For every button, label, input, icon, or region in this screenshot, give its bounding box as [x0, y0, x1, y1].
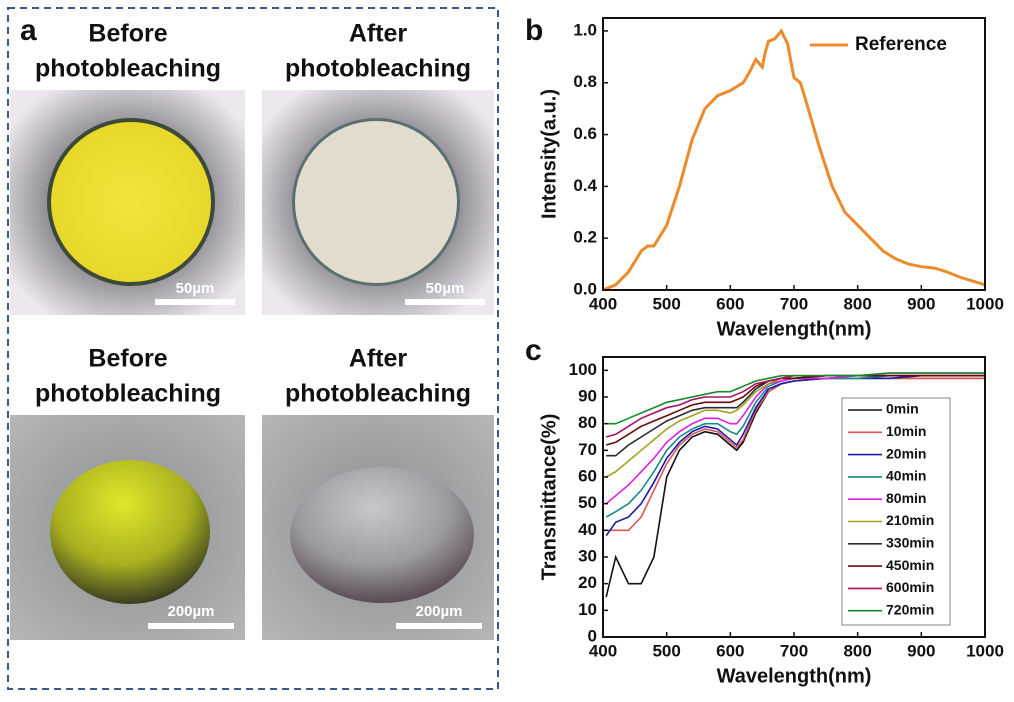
legend-label: 450min [886, 557, 934, 573]
legend-label: 20min [886, 445, 926, 461]
x-tick-label: 900 [907, 641, 935, 660]
y-tick-label: 10 [578, 600, 597, 619]
x-tick-label: 600 [716, 294, 744, 313]
y-tick-label: 90 [578, 386, 597, 405]
y-tick-label: 0.6 [573, 124, 597, 143]
legend-label: Reference [855, 34, 947, 55]
legend-label: 10min [886, 423, 926, 439]
photo-title: After [349, 20, 408, 48]
x-tick-label: 700 [780, 641, 808, 660]
y-axis-label: Transmittance(%) [538, 414, 560, 581]
y-tick-label: 60 [578, 466, 597, 485]
x-axis-label: Wavelength(nm) [717, 318, 872, 340]
y-tick-label: 0.2 [573, 228, 597, 247]
y-tick-label: 40 [578, 520, 597, 539]
panel-label: a [20, 14, 37, 47]
y-tick-label: 0 [588, 626, 597, 645]
y-tick-label: 50 [578, 493, 597, 512]
x-axis-label: Wavelength(nm) [717, 665, 872, 687]
scale-bar [396, 623, 482, 629]
photo-title: photobleaching [285, 55, 471, 83]
x-tick-label: 900 [907, 294, 935, 313]
x-tick-label: 800 [843, 294, 871, 313]
photo-title: photobleaching [35, 55, 221, 83]
y-axis-label: Intensity(a.u.) [538, 89, 560, 219]
plot-frame [603, 18, 985, 290]
y-tick-label: 70 [578, 440, 597, 459]
legend-label: 720min [886, 601, 934, 617]
scale-bar [405, 299, 485, 305]
scale-label: 50µm [176, 280, 215, 297]
x-tick-label: 600 [716, 641, 744, 660]
photo-disc [51, 122, 211, 282]
x-tick-label: 1000 [966, 641, 1004, 660]
x-tick-label: 800 [843, 641, 871, 660]
photo-title: photobleaching [285, 380, 471, 408]
legend-label: 80min [886, 490, 926, 506]
legend-label: 40min [886, 468, 926, 484]
y-tick-label: 30 [578, 546, 597, 565]
legend-label: 210min [886, 512, 934, 528]
y-tick-label: 20 [578, 573, 597, 592]
scale-label: 200µm [167, 603, 214, 620]
scale-label: 50µm [426, 280, 465, 297]
scale-label: 200µm [415, 603, 462, 620]
photo-title: After [349, 345, 408, 373]
scale-bar [148, 623, 234, 629]
y-tick-label: 80 [578, 413, 597, 432]
x-tick-label: 500 [652, 641, 680, 660]
photo-title: Before [88, 345, 167, 373]
panel-label: b [525, 14, 543, 47]
y-tick-label: 0.4 [573, 176, 597, 195]
photo-disc [295, 121, 457, 283]
photo-title: photobleaching [35, 380, 221, 408]
panel-label: c [525, 334, 542, 367]
x-tick-label: 700 [780, 294, 808, 313]
photo-dome [290, 467, 474, 603]
series-line [603, 31, 985, 290]
y-tick-label: 0.8 [573, 72, 597, 91]
y-tick-label: 100 [569, 360, 597, 379]
x-tick-label: 500 [652, 294, 680, 313]
legend-label: 0min [886, 401, 919, 417]
legend-label: 330min [886, 535, 934, 551]
y-tick-label: 0.0 [573, 279, 597, 298]
x-tick-label: 1000 [966, 294, 1004, 313]
scale-bar [155, 299, 235, 305]
photo-dome [50, 460, 210, 604]
photo-title: Before [88, 20, 167, 48]
y-tick-label: 1.0 [573, 20, 597, 39]
legend-label: 600min [886, 579, 934, 595]
figure: 50µm 50µm 200µm 200µm Before photobleach… [0, 0, 1014, 697]
page: 50µm 50µm 200µm 200µm Before photobleach… [0, 0, 1014, 702]
